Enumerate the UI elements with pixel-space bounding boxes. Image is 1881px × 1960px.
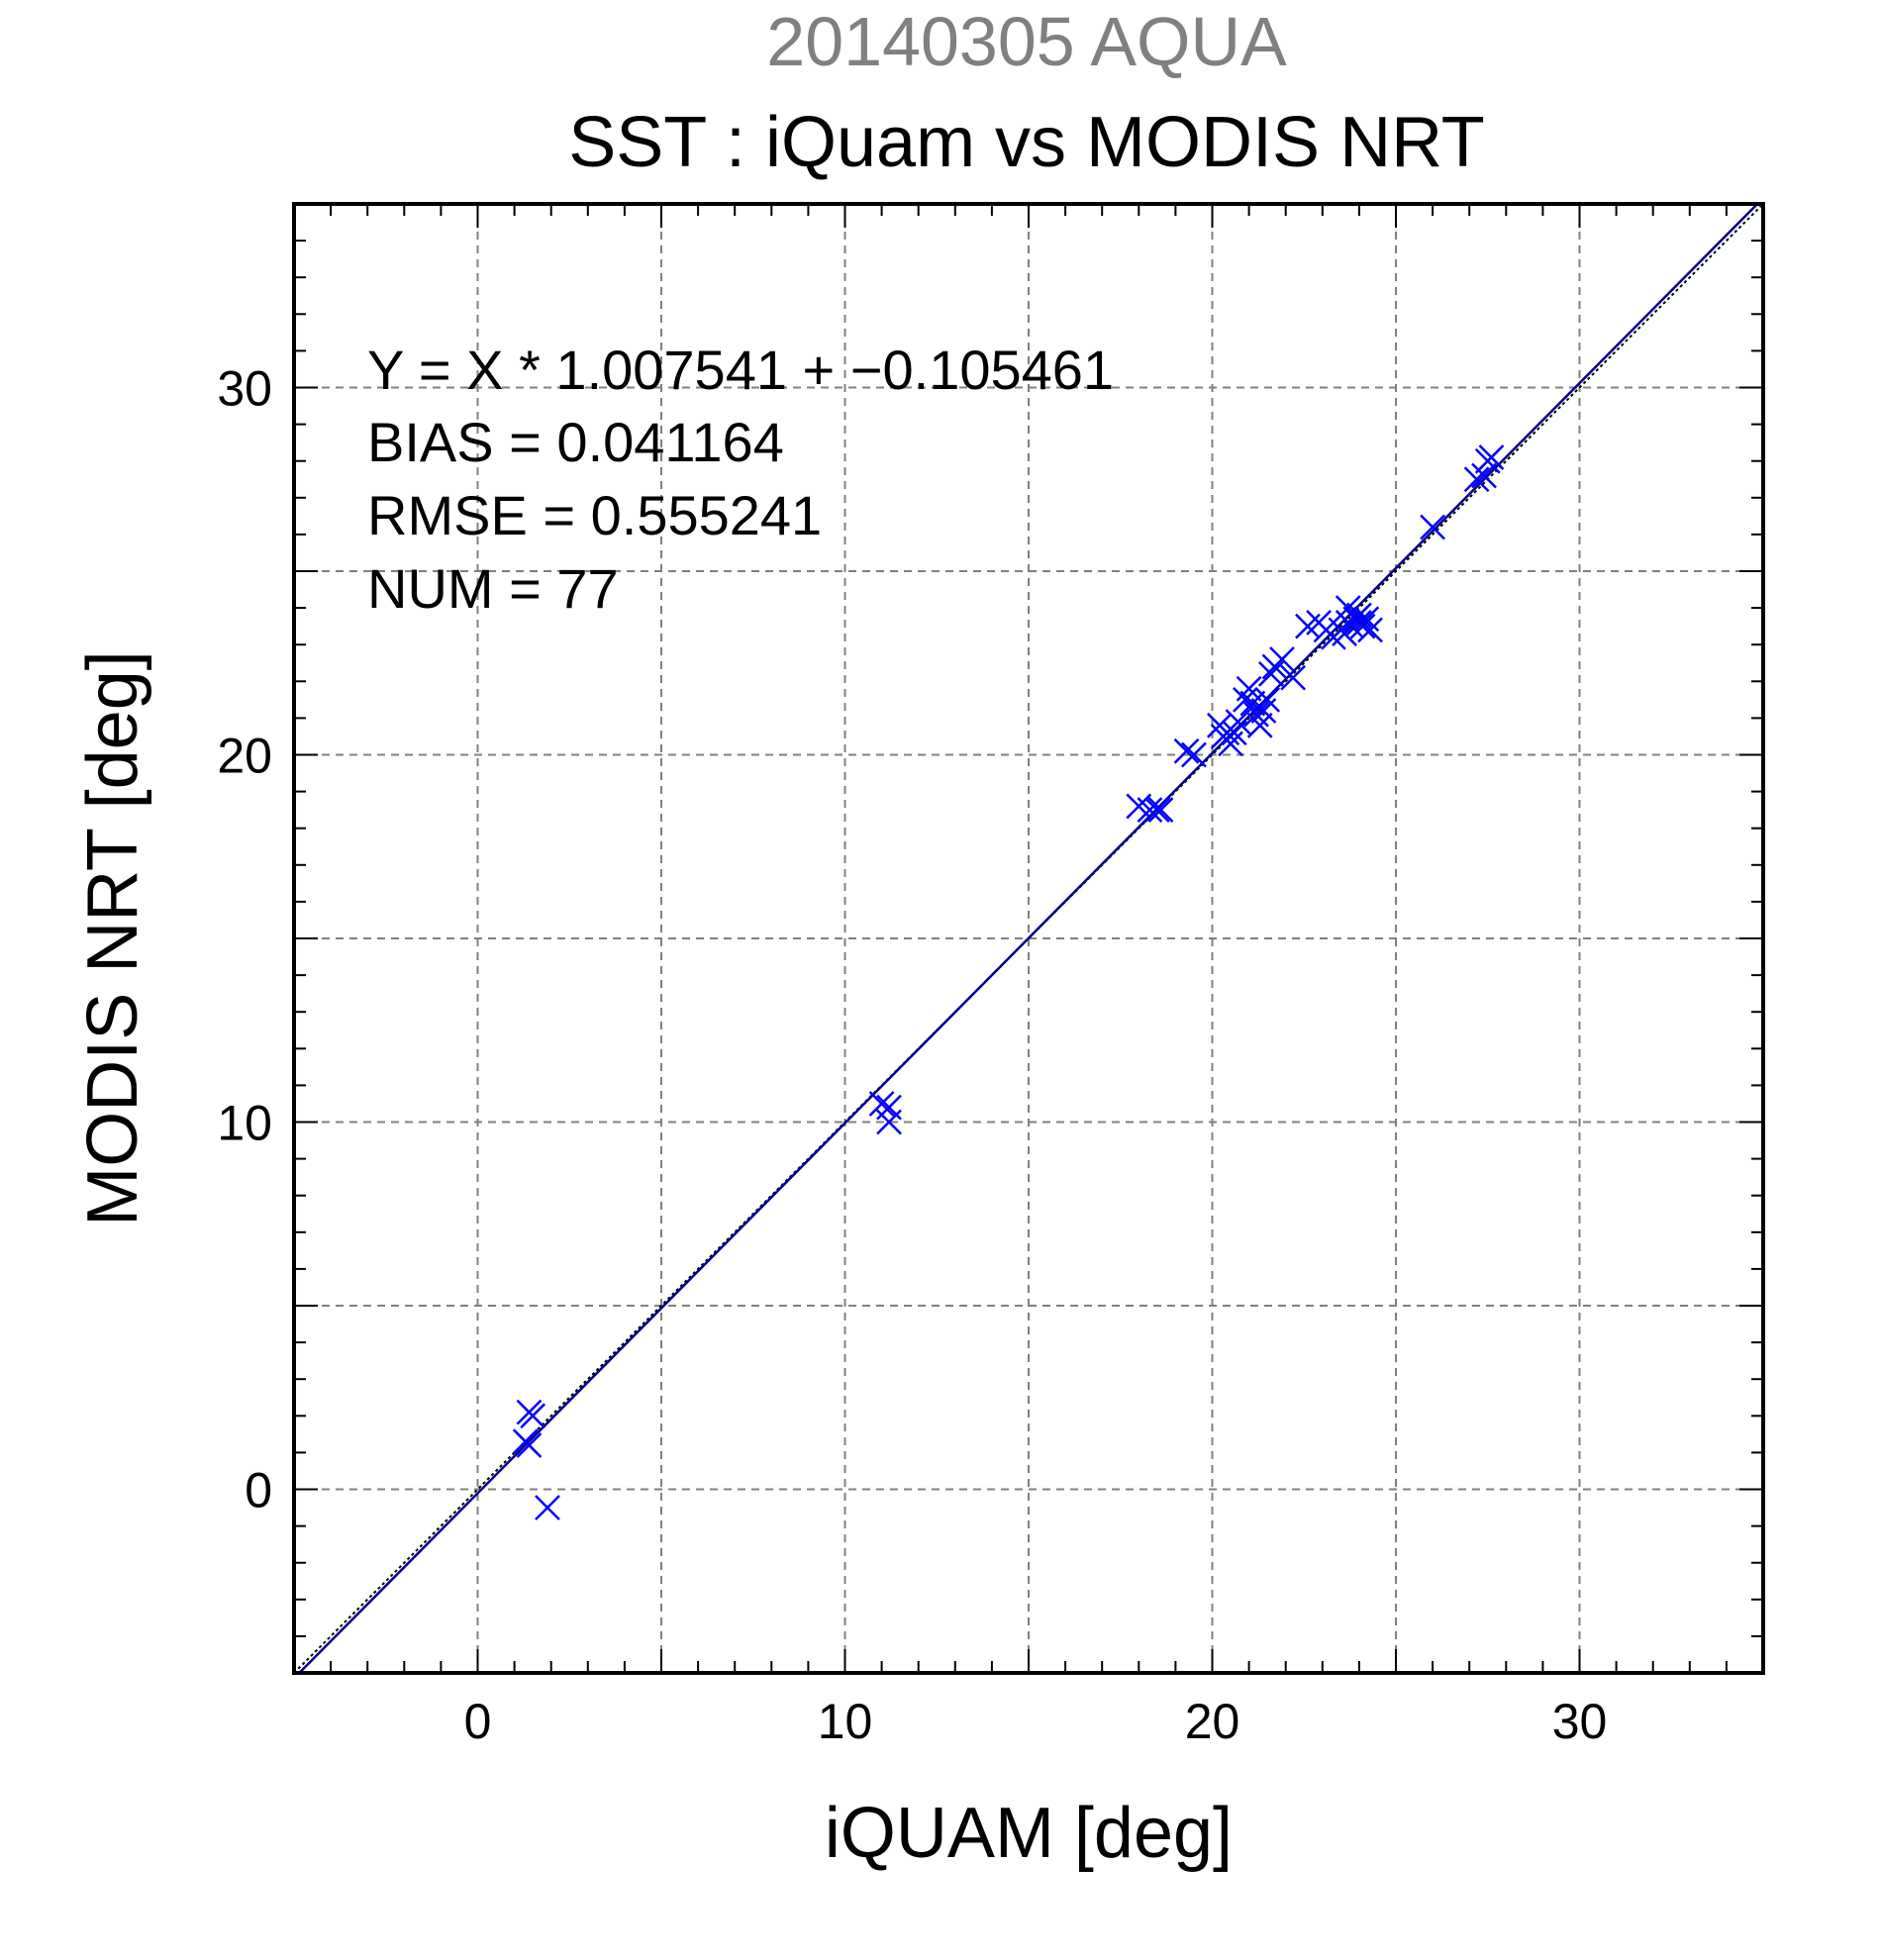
- data-point: [1173, 737, 1200, 764]
- data-point: [1257, 660, 1284, 687]
- y-tick-label: 30: [217, 361, 272, 417]
- x-tick-label: 30: [1552, 1694, 1608, 1749]
- stats-rmse: RMSE = 0.555241: [367, 484, 822, 546]
- stats-equation: Y = X * 1.007541 + −0.105461: [367, 339, 1114, 401]
- y-tick-label: 10: [217, 1096, 272, 1151]
- stats-bias: BIAS = 0.041164: [367, 411, 784, 473]
- data-point: [516, 1432, 543, 1458]
- data-points: [512, 444, 1505, 1520]
- x-axis-label: iQUAM [deg]: [825, 1794, 1233, 1873]
- x-tick-label: 10: [818, 1694, 873, 1749]
- data-point: [1246, 712, 1273, 738]
- data-point: [1236, 675, 1262, 702]
- data-point: [1349, 613, 1376, 639]
- data-point: [876, 1109, 902, 1135]
- y-axis-label: MODIS NRT [deg]: [73, 650, 152, 1226]
- data-point: [1147, 797, 1174, 824]
- chart-subtitle: 20140305 AQUA: [766, 3, 1287, 80]
- y-tick-label: 0: [245, 1463, 272, 1519]
- identity-line: [293, 203, 1764, 1674]
- data-point: [868, 1091, 895, 1117]
- data-point: [1463, 466, 1490, 493]
- fit-line: [298, 203, 1759, 1674]
- x-tick-label: 20: [1185, 1694, 1240, 1749]
- data-point: [1225, 709, 1251, 735]
- y-tick-label: 20: [217, 729, 272, 784]
- y-tick-labels: 0 10 20 30: [217, 361, 272, 1519]
- stats-block: Y = X * 1.007541 + −0.105461 BIAS = 0.04…: [367, 339, 1114, 620]
- data-point: [1471, 462, 1497, 489]
- data-point: [1420, 514, 1445, 540]
- x-tick-label: 0: [464, 1694, 492, 1749]
- data-point: [1478, 444, 1505, 470]
- chart-title: SST : iQuam vs MODIS NRT: [568, 103, 1485, 182]
- stats-num: NUM = 77: [367, 557, 619, 620]
- x-tick-labels: 0 10 20 30: [464, 1694, 1608, 1749]
- data-point: [535, 1495, 560, 1520]
- fit-line-layer: [293, 203, 1764, 1674]
- plot-frame: [292, 202, 1765, 1675]
- data-point: [1280, 664, 1307, 691]
- data-point: [1181, 741, 1207, 768]
- data-point: [1254, 686, 1281, 713]
- data-point: [1137, 797, 1163, 824]
- data-point: [1269, 646, 1295, 672]
- data-point: [1143, 797, 1170, 824]
- data-point: [876, 1094, 902, 1121]
- data-point: [520, 1403, 546, 1429]
- data-point: [1357, 617, 1383, 643]
